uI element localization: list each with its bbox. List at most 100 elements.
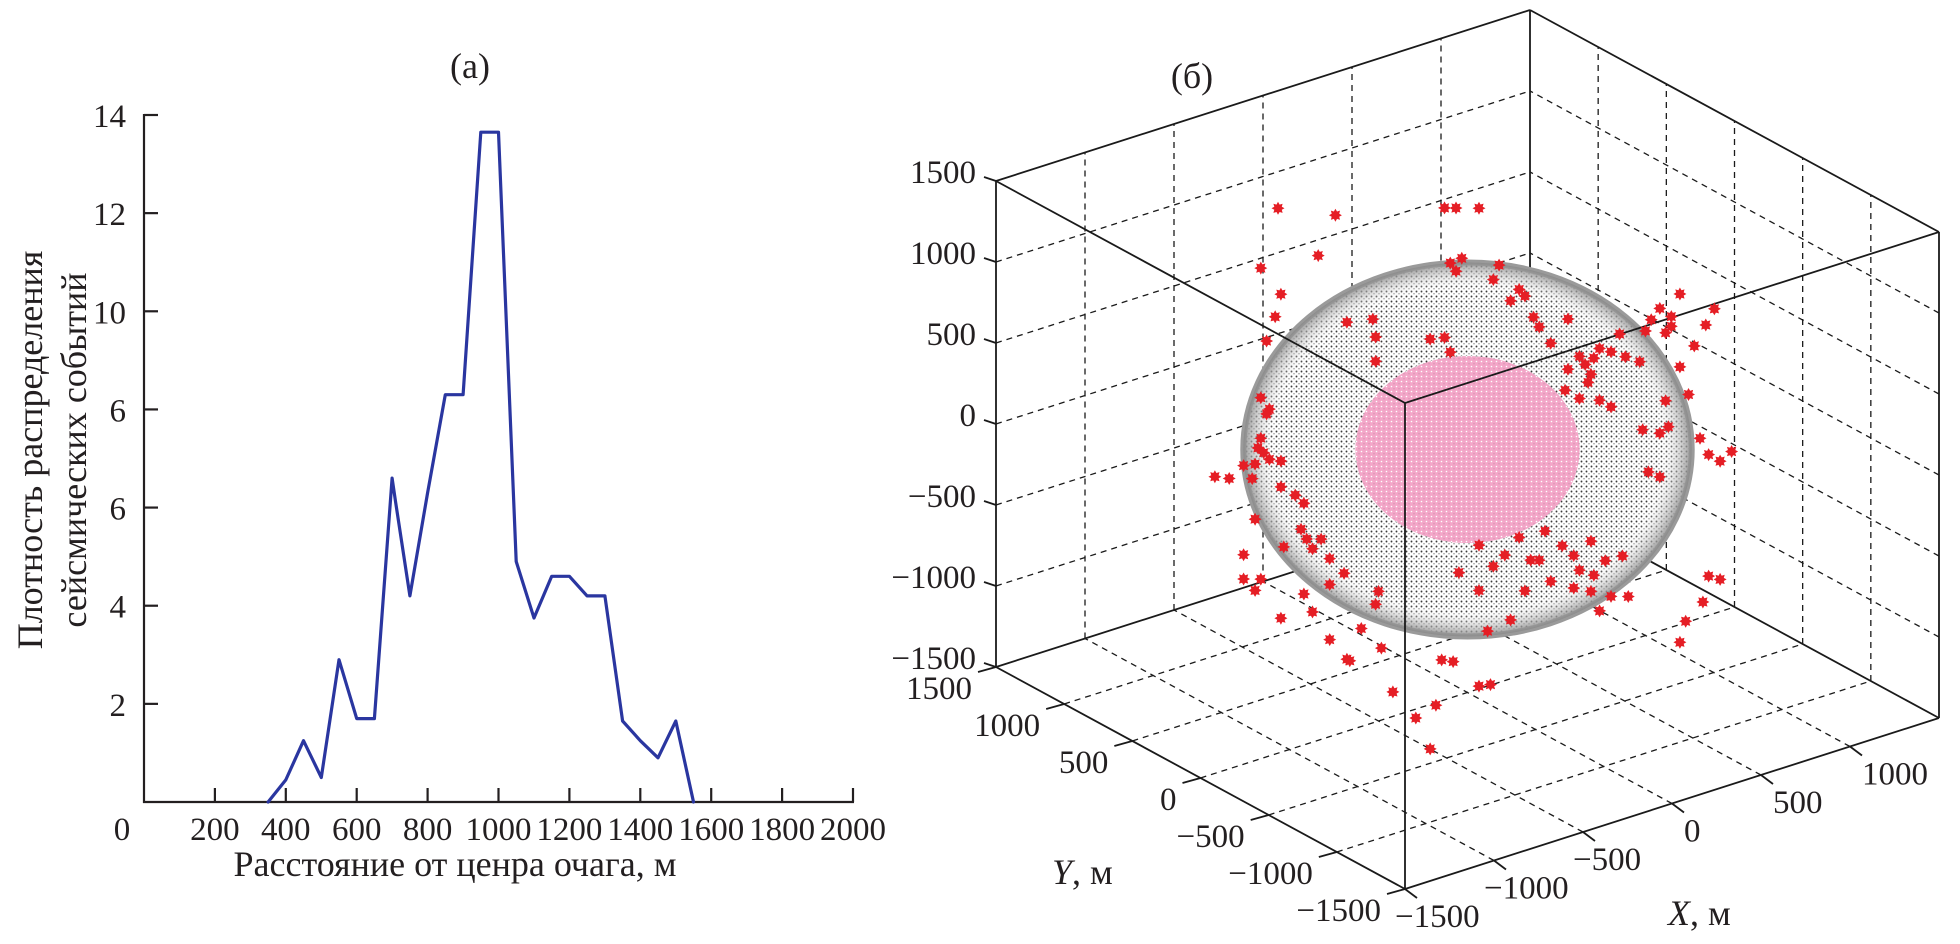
event-marker xyxy=(1573,349,1586,363)
event-marker xyxy=(1369,330,1383,344)
event-marker xyxy=(1271,201,1285,215)
event-marker xyxy=(1581,375,1595,389)
event-marker xyxy=(1472,679,1486,693)
y-axis-title-line-1: Плотность распределения xyxy=(10,251,50,650)
x-tick-mark xyxy=(1404,888,1418,899)
event-marker xyxy=(1673,360,1687,374)
event-marker xyxy=(1237,572,1251,586)
event-marker xyxy=(1616,549,1629,563)
event-marker xyxy=(1702,569,1716,583)
event-marker xyxy=(1707,302,1721,316)
event-marker xyxy=(1262,452,1276,466)
event-marker xyxy=(1512,530,1526,544)
z-tick-label: −1000 xyxy=(891,560,976,596)
y-tick-mark xyxy=(1182,777,1201,784)
event-marker xyxy=(1248,457,1262,471)
grid-line xyxy=(1529,252,1940,476)
event-marker xyxy=(1472,201,1486,215)
event-marker xyxy=(1653,426,1667,440)
y-tick-label-3d: −500 xyxy=(1177,819,1245,855)
event-marker xyxy=(1573,563,1586,577)
y-tick-label: 2 xyxy=(110,688,127,724)
box-edge xyxy=(995,180,1406,404)
event-marker xyxy=(1702,448,1716,462)
y-tick-label: 4 xyxy=(110,590,127,626)
event-marker xyxy=(1369,597,1383,611)
event-marker xyxy=(1277,540,1291,554)
event-marker xyxy=(1484,678,1497,692)
event-marker xyxy=(1593,342,1607,355)
event-marker xyxy=(1323,578,1337,591)
event-marker xyxy=(1532,320,1546,334)
y-tick-label: 14 xyxy=(93,99,126,135)
event-marker xyxy=(1621,590,1635,603)
y-tick-label-3d: −1500 xyxy=(1296,893,1381,929)
event-marker xyxy=(1443,345,1457,359)
event-marker xyxy=(1254,572,1268,586)
y-axis-title-3d: Y, м xyxy=(1052,852,1113,892)
spheres xyxy=(1240,259,1695,640)
event-marker xyxy=(1567,549,1581,563)
event-marker xyxy=(1587,351,1601,365)
event-marker xyxy=(1659,326,1673,340)
y-tick-mark xyxy=(1114,740,1133,747)
z-tick-label: −1500 xyxy=(891,641,976,677)
x-tick-mark xyxy=(1671,802,1685,814)
event-marker xyxy=(1323,552,1337,566)
event-marker xyxy=(1423,332,1437,346)
y-tick-label: 6 xyxy=(110,492,127,528)
event-marker xyxy=(1673,287,1687,301)
x-tick-label: 1000 xyxy=(466,812,532,848)
event-marker xyxy=(1604,400,1618,414)
y-axis-unit: , м xyxy=(1072,852,1113,892)
event-marker xyxy=(1323,633,1337,647)
z-tick-label: −500 xyxy=(908,479,976,515)
box-edge xyxy=(995,9,1531,182)
x-tick-mark xyxy=(1760,774,1774,785)
event-marker xyxy=(1567,581,1581,595)
event-marker xyxy=(1492,258,1506,272)
event-marker xyxy=(1653,470,1667,484)
z-tick-mark xyxy=(983,257,997,263)
event-marker xyxy=(1659,394,1673,408)
y-axis-title-line-2: сейсмических событий xyxy=(54,272,94,627)
inner-sphere xyxy=(1355,356,1580,543)
event-marker xyxy=(1386,685,1400,699)
event-marker xyxy=(1518,584,1532,598)
event-marker xyxy=(1661,420,1675,434)
event-marker xyxy=(1260,407,1274,421)
event-marker xyxy=(1578,358,1592,371)
event-marker xyxy=(1260,334,1274,348)
event-marker xyxy=(1248,583,1262,597)
event-marker xyxy=(1274,480,1288,494)
y-tick-label-3d: −1000 xyxy=(1228,856,1313,892)
event-marker xyxy=(1237,548,1251,562)
grid-line xyxy=(1200,606,1735,779)
event-marker xyxy=(1693,431,1707,445)
event-marker xyxy=(1423,742,1437,756)
y-tick-mark xyxy=(1318,851,1338,858)
grid-line xyxy=(1529,171,1940,395)
x-tick-mark xyxy=(1849,745,1863,757)
event-marker xyxy=(1314,532,1328,546)
event-marker xyxy=(1593,393,1607,407)
event-marker xyxy=(1664,310,1678,324)
event-marker xyxy=(1699,318,1713,332)
event-marker xyxy=(1561,312,1575,326)
event-marker xyxy=(1254,261,1268,275)
event-marker xyxy=(1504,294,1518,308)
x-tick-label: 800 xyxy=(403,812,453,848)
event-marker xyxy=(1573,392,1586,405)
y-tick-mark xyxy=(1045,703,1065,710)
event-marker xyxy=(1452,566,1466,580)
event-marker xyxy=(1222,472,1236,485)
event-marker xyxy=(1639,324,1652,338)
event-marker xyxy=(1713,572,1727,586)
event-marker xyxy=(1544,336,1558,350)
event-marker xyxy=(1409,711,1423,725)
event-marker xyxy=(1584,584,1598,598)
x-axis-title: Расстояние от ценра очага, м xyxy=(233,844,676,884)
event-marker xyxy=(1294,522,1308,536)
event-marker xyxy=(1435,653,1449,667)
event-marker xyxy=(1268,310,1282,324)
